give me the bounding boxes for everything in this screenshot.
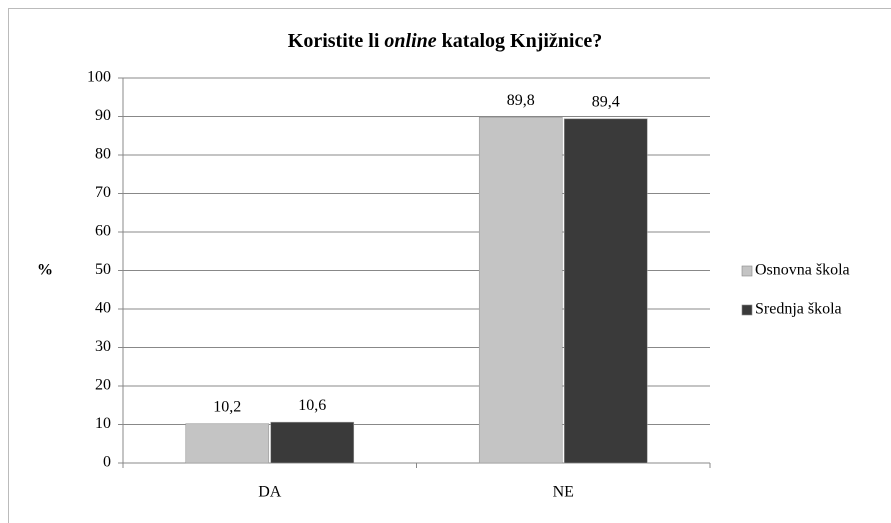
legend-swatch bbox=[741, 304, 753, 316]
y-tick-label: 70 bbox=[95, 184, 111, 201]
title-part: online bbox=[384, 30, 436, 52]
data-label: 10,2 bbox=[213, 398, 241, 415]
y-tick-label: 90 bbox=[95, 107, 111, 124]
y-axis-label: % bbox=[37, 262, 53, 279]
x-tick-label: NE bbox=[553, 484, 574, 501]
x-tick-label: DA bbox=[258, 484, 282, 501]
y-tick-label: 60 bbox=[95, 223, 111, 240]
bar bbox=[270, 421, 355, 464]
y-tick-label: 0 bbox=[103, 454, 111, 471]
bar bbox=[563, 118, 648, 464]
chart-title: Koristite li online katalog Knjižnice? bbox=[288, 30, 602, 52]
y-tick-label: 100 bbox=[87, 69, 111, 86]
legend-label: Srednja škola bbox=[755, 301, 842, 318]
y-tick-label: 10 bbox=[95, 415, 111, 432]
data-label: 10,6 bbox=[298, 397, 326, 414]
data-label: 89,4 bbox=[592, 93, 620, 110]
y-tick-label: 80 bbox=[95, 146, 111, 163]
bar bbox=[478, 116, 563, 464]
legend-label: Osnovna škola bbox=[755, 262, 850, 279]
legend-swatch bbox=[741, 265, 753, 277]
y-tick-label: 40 bbox=[95, 300, 111, 317]
y-tick-label: 50 bbox=[95, 261, 111, 278]
bar bbox=[185, 423, 270, 464]
data-label: 89,8 bbox=[507, 92, 535, 109]
title-part: Koristite li bbox=[288, 30, 385, 52]
title-part: katalog Knjižnice? bbox=[437, 30, 603, 52]
y-tick-label: 30 bbox=[95, 338, 111, 355]
y-tick-label: 20 bbox=[95, 377, 111, 394]
